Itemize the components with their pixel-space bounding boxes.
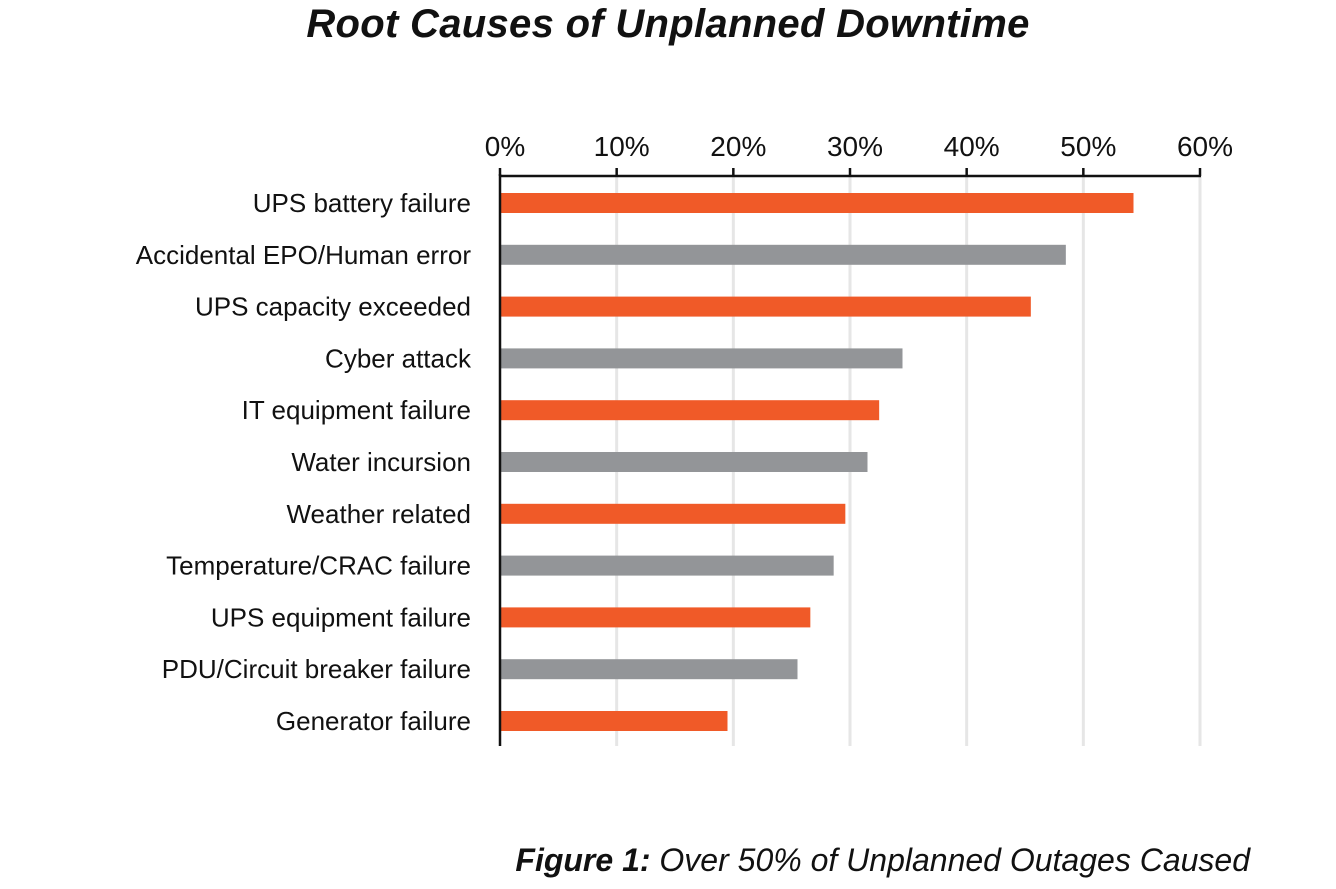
bar	[500, 503, 846, 524]
x-tick-label: 20%	[710, 131, 766, 162]
category-label: UPS capacity exceeded	[195, 292, 471, 322]
bar	[500, 348, 903, 369]
category-label: Temperature/CRAC failure	[166, 551, 471, 581]
category-label: UPS battery failure	[253, 188, 471, 218]
bar	[500, 659, 798, 680]
figure-caption: Figure 1: Over 50% of Unplanned Outages …	[515, 842, 1250, 879]
bar	[500, 555, 834, 576]
bar	[500, 607, 811, 628]
chart-title: Root Causes of Unplanned Downtime	[306, 2, 1030, 46]
x-tick-label: 40%	[944, 131, 1000, 162]
bar	[500, 452, 868, 472]
bar	[500, 296, 1031, 317]
x-tick-label: 50%	[1060, 131, 1116, 162]
x-tick-label: 10%	[594, 131, 650, 162]
category-label: IT equipment failure	[242, 395, 471, 425]
x-tick-label: 60%	[1177, 131, 1233, 162]
bar	[500, 193, 1134, 213]
bar	[500, 711, 728, 731]
bar	[500, 400, 880, 421]
category-label: UPS equipment failure	[211, 602, 471, 632]
category-label: PDU/Circuit breaker failure	[162, 654, 471, 684]
bar	[500, 244, 1066, 265]
category-label: Accidental EPO/Human error	[136, 240, 472, 270]
category-label: Cyber attack	[325, 343, 472, 373]
x-tick-label: 30%	[827, 131, 883, 162]
figure-caption-label: Figure 1:	[515, 842, 651, 878]
figure-caption-text: Over 50% of Unplanned Outages Caused	[650, 842, 1250, 878]
category-label: Generator failure	[276, 706, 471, 736]
category-label: Water incursion	[291, 447, 471, 477]
x-tick-label: 0%	[485, 131, 525, 162]
category-label: Weather related	[286, 499, 471, 529]
